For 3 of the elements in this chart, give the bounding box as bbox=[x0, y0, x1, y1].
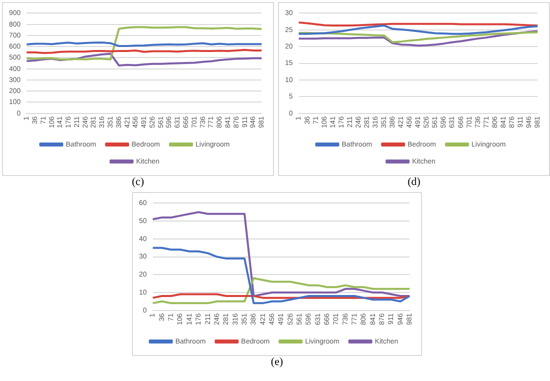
text: (d) bbox=[406, 176, 422, 188]
text: (e) bbox=[270, 356, 284, 368]
text: (c) bbox=[130, 176, 146, 188]
